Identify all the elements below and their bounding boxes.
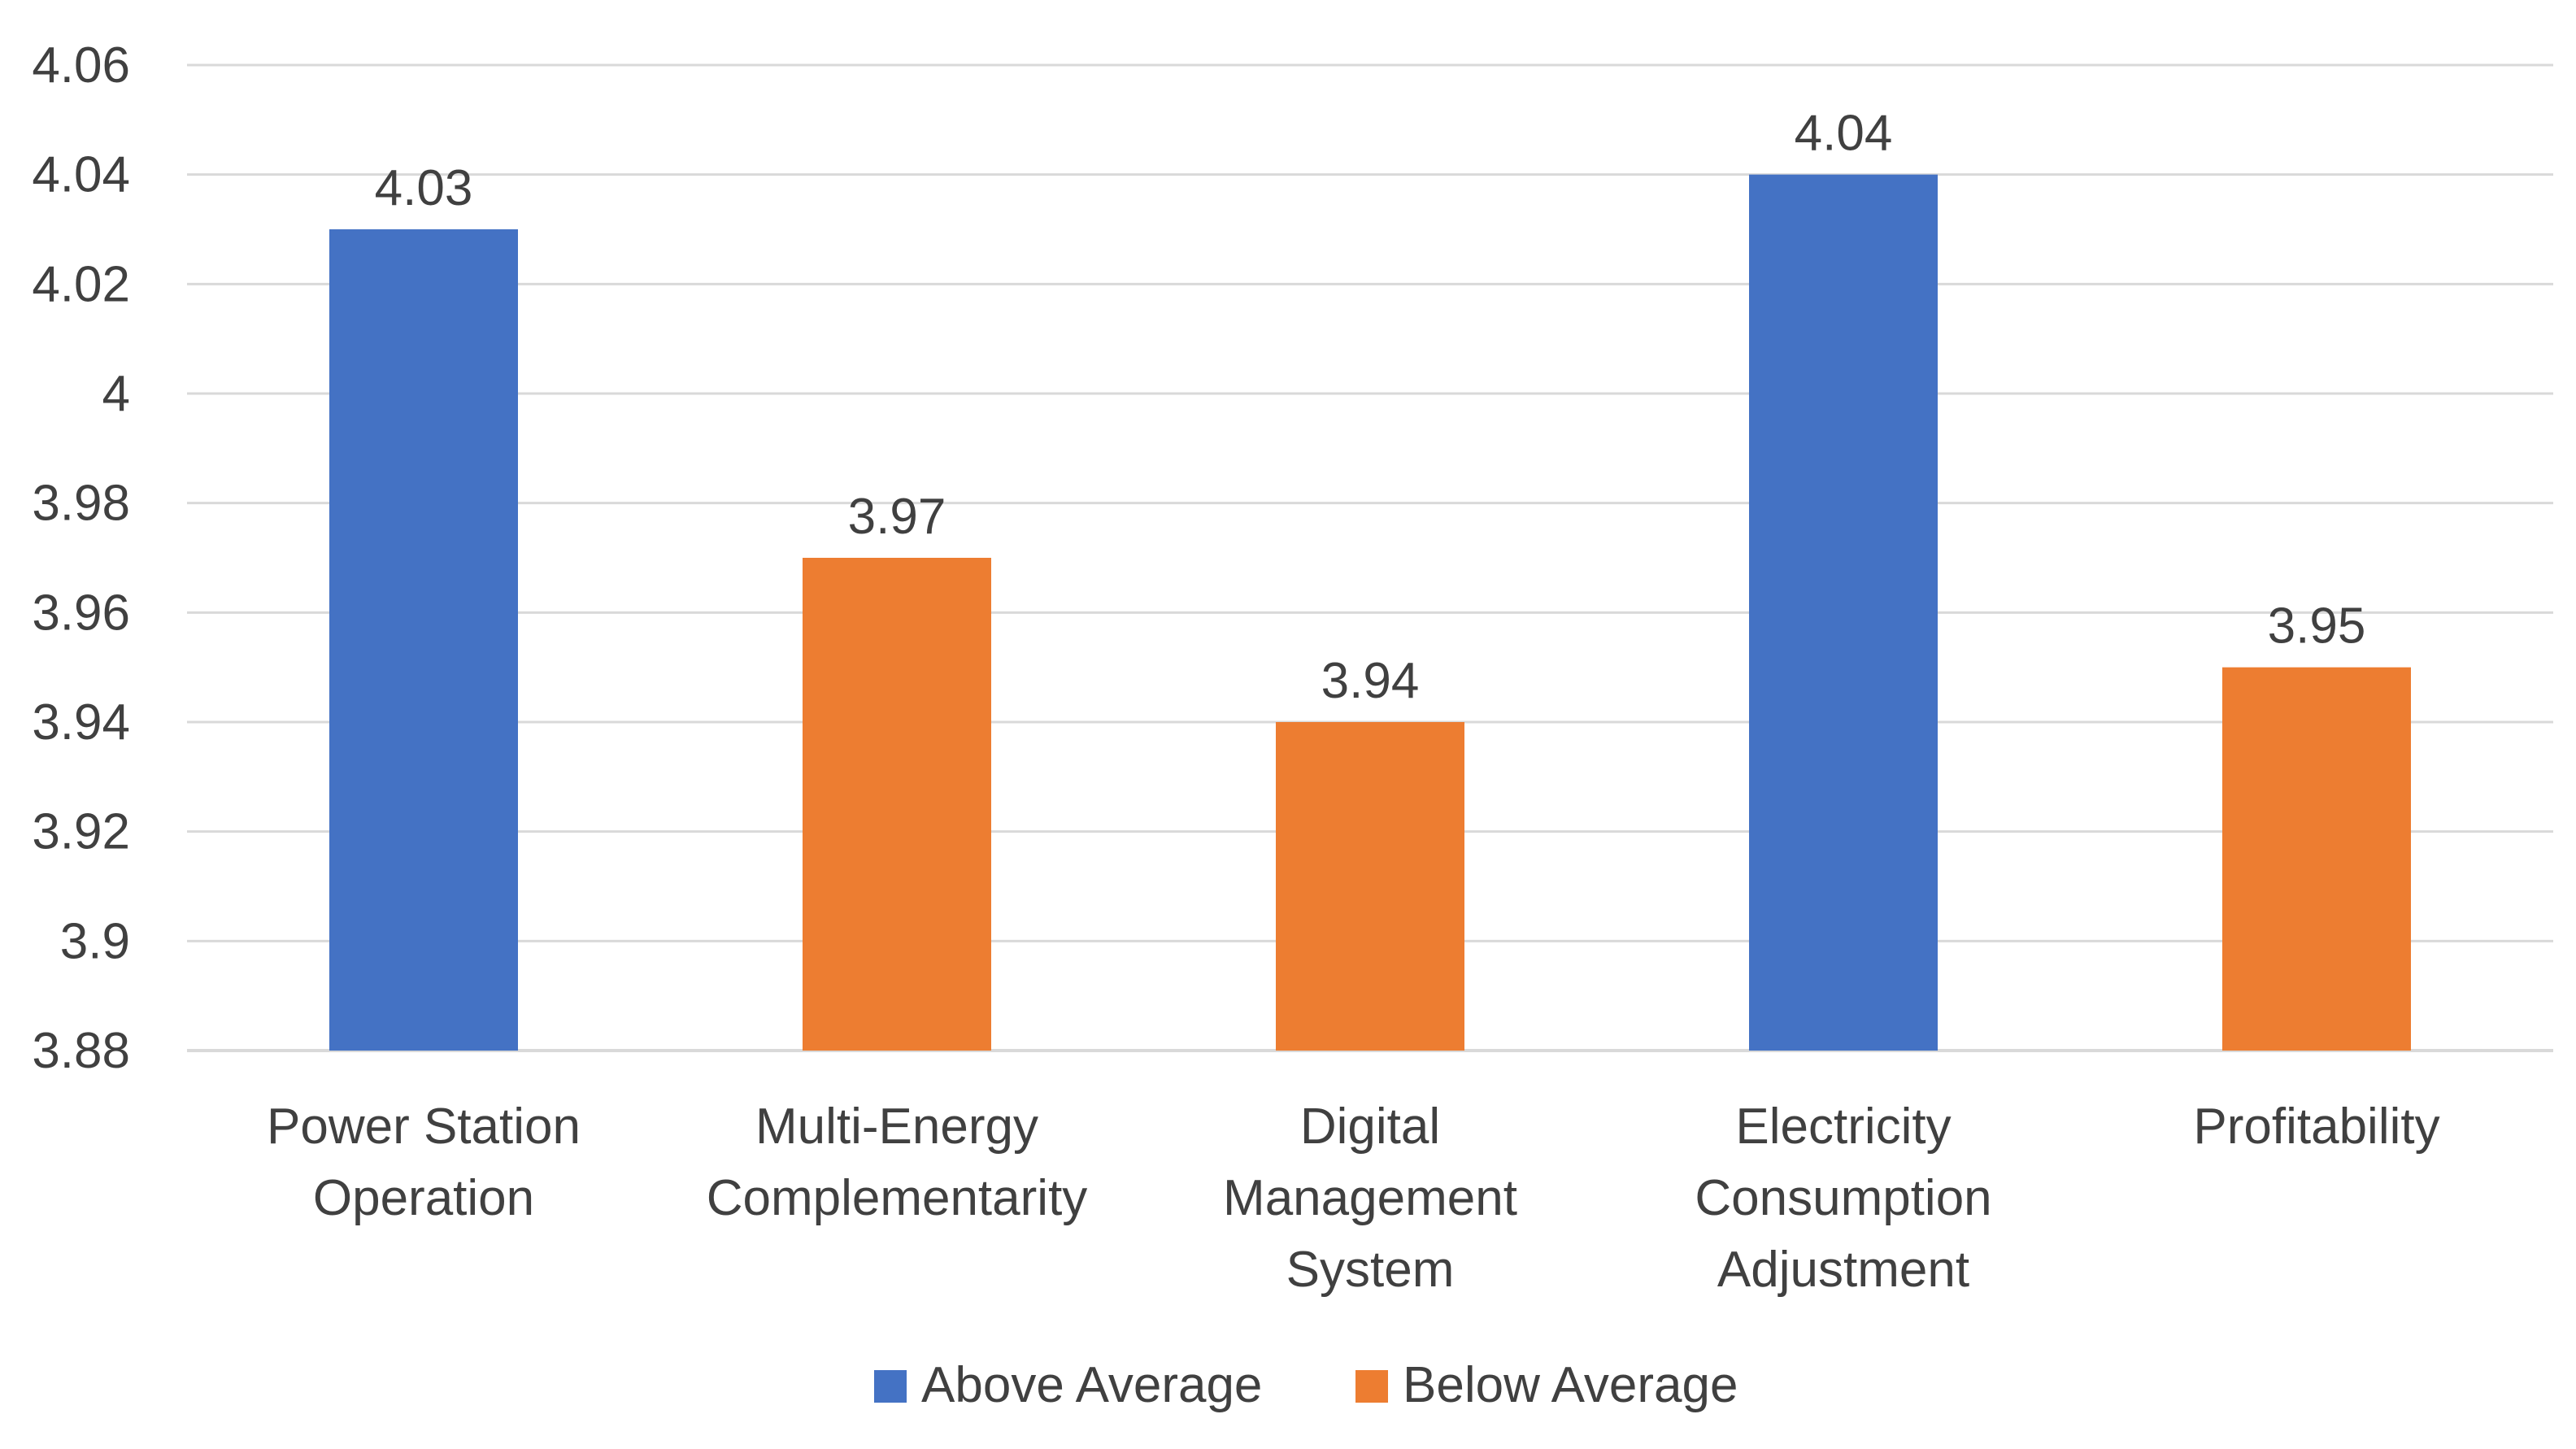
data-label: 3.94 (1321, 653, 1420, 709)
y-tick-label: 3.96 (32, 585, 130, 641)
bar (1276, 722, 1464, 1051)
x-category-label-line: Multi-Energy (755, 1099, 1038, 1155)
y-tick-label: 4.06 (32, 37, 130, 94)
y-tick-label: 3.98 (32, 476, 130, 532)
x-axis-categories: Power Station Operation Multi-Energy Comple… (267, 1099, 2440, 1298)
x-category-label-line: Power Station (267, 1099, 581, 1155)
x-category-label: Profitability (2193, 1099, 2439, 1155)
x-category-label-line: Complementarity (707, 1170, 1088, 1226)
bar (803, 558, 991, 1051)
y-tick-label: 4.02 (32, 256, 130, 312)
data-label: 3.95 (2268, 598, 2366, 655)
y-tick-label: 4.04 (32, 147, 130, 203)
x-category-label-line: System (1286, 1242, 1455, 1298)
y-tick-label: 4 (102, 366, 130, 422)
y-tick-label: 3.92 (32, 804, 130, 860)
x-category-label-line: Management (1223, 1170, 1517, 1226)
y-tick-label: 3.9 (60, 913, 130, 969)
data-label: 3.97 (848, 489, 946, 545)
legend-label: Above Average (921, 1357, 1262, 1413)
x-category-label-line: Consumption (1695, 1170, 1991, 1226)
x-category-label-line: Digital (1300, 1099, 1440, 1155)
y-tick-label: 3.94 (32, 694, 130, 751)
x-category-label: Digital Management System (1223, 1099, 1517, 1298)
x-category-label: Multi-Energy Complementarity (707, 1099, 1088, 1226)
x-category-label-line: Electricity (1735, 1099, 1951, 1155)
x-category-label-line: Profitability (2193, 1099, 2439, 1155)
bar (2222, 667, 2411, 1051)
x-category-label: Power Station Operation (267, 1099, 581, 1226)
bar (1749, 174, 1938, 1051)
bar (329, 229, 518, 1051)
data-label: 4.04 (1795, 106, 1893, 162)
legend-swatch (874, 1370, 907, 1403)
y-axis-ticks: 3.88 3.9 3.92 3.94 3.96 3.98 4 4.02 4.04 4.06 (32, 37, 130, 1079)
legend-label: Below Average (1403, 1357, 1738, 1413)
x-category-label: Electricity Consumption Adjustment (1695, 1099, 1991, 1298)
data-labels: 4.03 3.97 3.94 4.04 3.95 (375, 106, 2366, 709)
y-tick-label: 3.88 (32, 1023, 130, 1079)
grid-layer (187, 63, 2553, 1052)
data-label: 4.03 (375, 160, 473, 216)
legend-swatch (1355, 1370, 1388, 1403)
bars (329, 174, 2411, 1051)
legend: Above Average Below Average (874, 1357, 1738, 1413)
x-category-label-line: Operation (313, 1170, 534, 1226)
x-category-label-line: Adjustment (1717, 1242, 1969, 1298)
